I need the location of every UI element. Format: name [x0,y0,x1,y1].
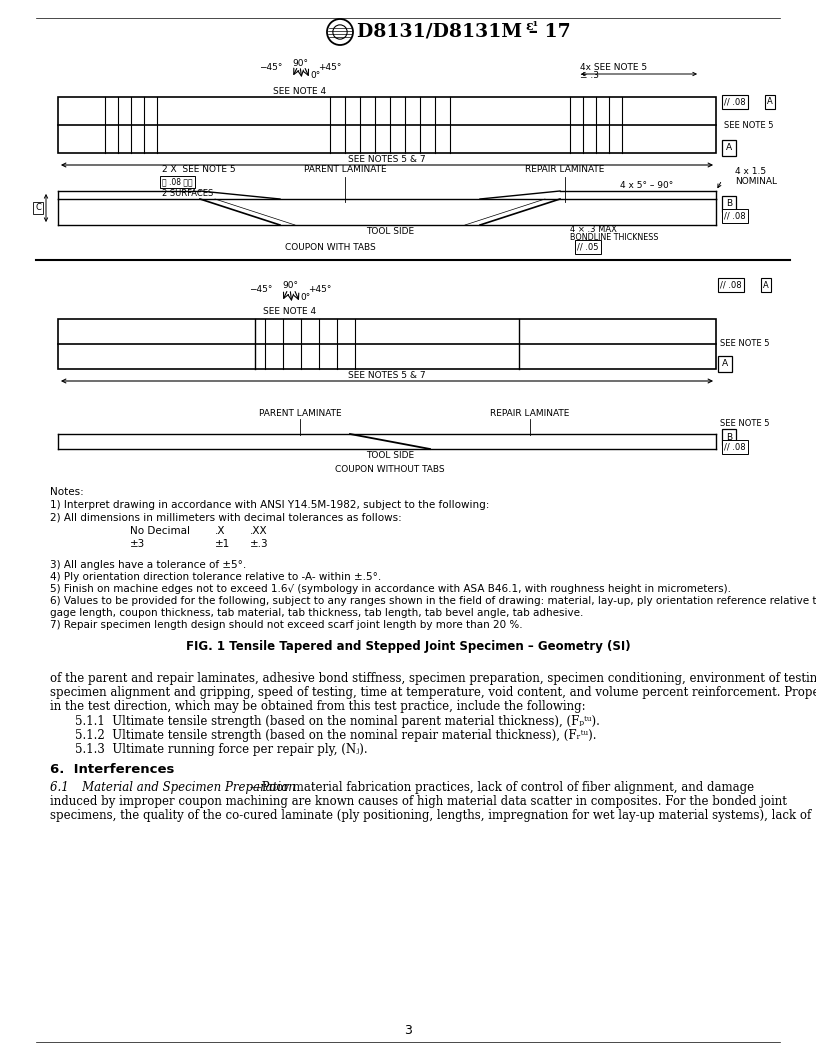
Text: SEE NOTE 5: SEE NOTE 5 [724,120,774,130]
Text: 5.1.2  Ultimate tensile strength (based on the nominal repair material thickness: 5.1.2 Ultimate tensile strength (based o… [75,729,596,742]
Text: 6.  Interferences: 6. Interferences [50,763,175,776]
Bar [58,97,716,153]
Text: 4 x 1.5: 4 x 1.5 [735,168,766,176]
Text: // .08: // .08 [724,97,746,107]
Text: TOOL SIDE: TOOL SIDE [366,226,414,235]
Text: 2) All dimensions in millimeters with decimal tolerances as follows:: 2) All dimensions in millimeters with de… [50,512,401,522]
Text: specimen alignment and gripping, speed of testing, time at temperature, void con: specimen alignment and gripping, speed o… [50,686,816,699]
Text: SEE NOTE 4: SEE NOTE 4 [264,307,317,317]
Text: PARENT LAMINATE: PARENT LAMINATE [259,410,341,418]
Text: TOOL SIDE: TOOL SIDE [366,452,414,460]
Text: 0°: 0° [300,294,310,302]
Text: 2 X  SEE NOTE 5: 2 X SEE NOTE 5 [162,166,236,174]
Text: FIG. 1 Tensile Tapered and Stepped Joint Specimen – Geometry (SI): FIG. 1 Tensile Tapered and Stepped Joint… [186,640,630,653]
Text: SEE NOTES 5 & 7: SEE NOTES 5 & 7 [348,371,426,379]
Text: 6) Values to be provided for the following, subject to any ranges shown in the f: 6) Values to be provided for the followi… [50,596,816,606]
Text: .X: .X [215,526,225,536]
Text: induced by improper coupon machining are known causes of high material data scat: induced by improper coupon machining are… [50,795,787,808]
Text: gage length, coupon thickness, tab material, tab thickness, tab length, tab beve: gage length, coupon thickness, tab mater… [50,608,583,618]
Text: D8131/D8131M – 17: D8131/D8131M – 17 [357,22,570,40]
Text: SEE NOTE 5: SEE NOTE 5 [720,419,769,429]
Text: +45°: +45° [308,285,331,295]
Text: ±3: ±3 [130,539,145,549]
Text: of the parent and repair laminates, adhesive bond stiffness, specimen preparatio: of the parent and repair laminates, adhe… [50,672,816,685]
Text: A: A [763,281,769,289]
Text: 5) Finish on machine edges not to exceed 1.6√ (symbology in accordance with ASA : 5) Finish on machine edges not to exceed… [50,584,731,593]
Text: B: B [726,433,732,441]
Text: REPAIR LAMINATE: REPAIR LAMINATE [526,166,605,174]
Text: A: A [726,144,732,152]
Text: BONDLINE THICKNESS: BONDLINE THICKNESS [570,232,659,242]
Text: ε¹: ε¹ [525,19,538,33]
Text: 5.1.3  Ultimate running force per repair ply, (Nⱼ).: 5.1.3 Ultimate running force per repair … [75,743,368,756]
Text: +45°: +45° [318,62,341,72]
Text: // .05: // .05 [577,243,599,251]
Text: // .08: // .08 [720,281,742,289]
Text: 3: 3 [404,1023,412,1037]
Text: Notes:: Notes: [50,487,84,497]
Text: A: A [767,97,773,107]
Text: 4 × .3 MAX: 4 × .3 MAX [570,225,617,233]
Text: in the test direction, which may be obtained from this test practice, include th: in the test direction, which may be obta… [50,700,586,713]
Text: COUPON WITH TABS: COUPON WITH TABS [285,243,375,251]
Text: 4x SEE NOTE 5: 4x SEE NOTE 5 [580,63,647,73]
Text: // .08: // .08 [724,211,746,221]
Text: 2 SURFACES: 2 SURFACES [162,189,213,197]
Text: COUPON WITHOUT TABS: COUPON WITHOUT TABS [335,465,445,473]
Text: REPAIR LAMINATE: REPAIR LAMINATE [490,410,570,418]
Text: 0°: 0° [310,71,320,79]
Text: A: A [722,359,728,369]
Text: −45°: −45° [249,285,272,295]
Text: ±.3: ±.3 [250,539,268,549]
Text: 4 x 5° – 90°: 4 x 5° – 90° [620,181,673,189]
Text: 7) Repair specimen length design should not exceed scarf joint length by more th: 7) Repair specimen length design should … [50,620,522,630]
Text: C: C [35,204,41,212]
Text: 5.1.1  Ultimate tensile strength (based on the nominal parent material thickness: 5.1.1 Ultimate tensile strength (based o… [75,715,600,728]
Text: 90°: 90° [292,58,308,68]
Text: No Decimal: No Decimal [130,526,190,536]
Bar [58,319,716,369]
Text: NOMINAL: NOMINAL [735,177,777,187]
Text: specimens, the quality of the co-cured laminate (ply positioning, lengths, impre: specimens, the quality of the co-cured l… [50,809,811,822]
Text: SEE NOTES 5 & 7: SEE NOTES 5 & 7 [348,154,426,164]
Text: 6.1   Material and Specimen Preparation: 6.1 Material and Specimen Preparation [50,781,296,794]
Text: 4) Ply orientation direction tolerance relative to -A- within ±.5°.: 4) Ply orientation direction tolerance r… [50,572,381,582]
Text: B: B [726,200,732,208]
Text: —Poor material fabrication practices, lack of control of fiber alignment, and da: —Poor material fabrication practices, la… [250,781,754,794]
Text: // .08: // .08 [724,442,746,452]
Text: 90°: 90° [282,282,298,290]
Text: 1) Interpret drawing in accordance with ANSI Y14.5M-1982, subject to the followi: 1) Interpret drawing in accordance with … [50,499,490,510]
Text: −45°: −45° [259,62,282,72]
Text: ±1: ±1 [215,539,230,549]
Text: PARENT LAMINATE: PARENT LAMINATE [304,166,386,174]
Text: SEE NOTE 5: SEE NOTE 5 [720,339,769,348]
Text: .XX: .XX [250,526,268,536]
Text: SEE NOTE 4: SEE NOTE 4 [273,87,326,95]
Text: ± .3: ± .3 [580,72,599,80]
Text: 3) All angles have a tolerance of ±5°.: 3) All angles have a tolerance of ±5°. [50,560,246,570]
Text: ⦿ .08 ⓈⓈ: ⦿ .08 ⓈⓈ [162,177,193,187]
